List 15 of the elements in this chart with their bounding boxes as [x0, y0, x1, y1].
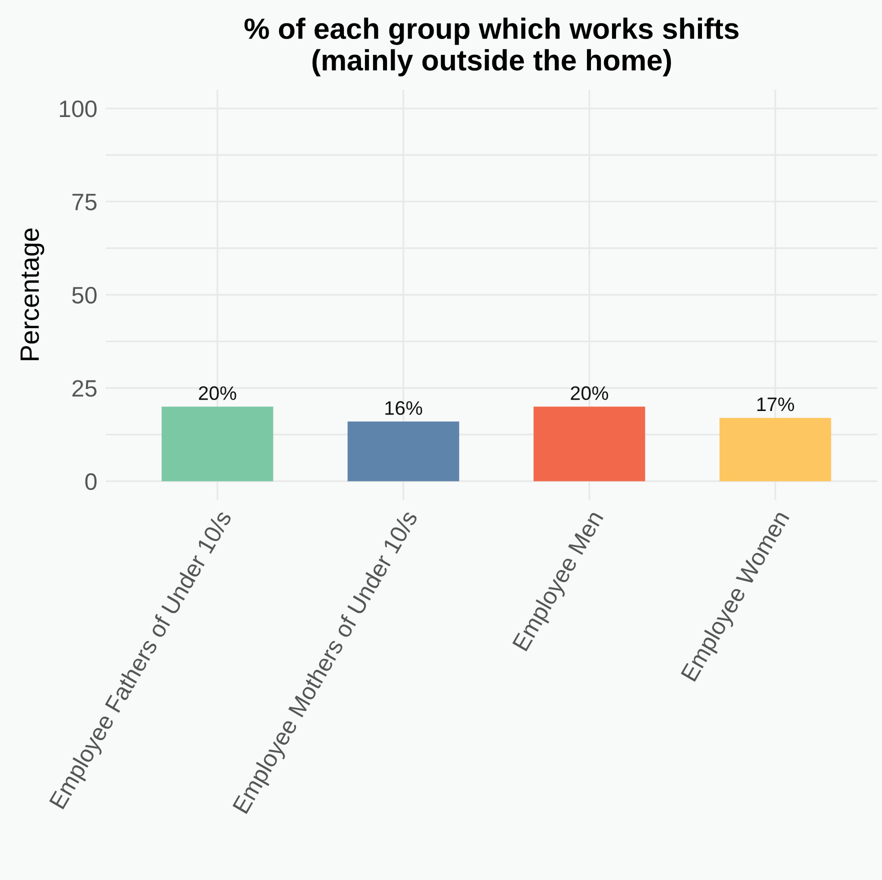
y-axis-title: Percentage — [20, 228, 44, 360]
chart-title: % of each group which works shifts (mainly outside the home) — [244, 18, 738, 76]
y-tick-label: 75 — [72, 194, 97, 210]
bar — [162, 406, 274, 482]
y-tick-label: 100 — [60, 100, 97, 118]
data-label: 20% — [570, 386, 608, 400]
data-label: 17% — [757, 398, 794, 412]
y-tick-label: 50 — [72, 286, 97, 304]
bar — [720, 418, 832, 482]
data-label: 16% — [385, 401, 422, 415]
y-tick-label: 25 — [72, 380, 97, 397]
data-label: 20% — [198, 386, 236, 400]
y-tick-label: 0 — [85, 473, 97, 490]
bar — [348, 422, 460, 482]
bar — [534, 406, 646, 482]
